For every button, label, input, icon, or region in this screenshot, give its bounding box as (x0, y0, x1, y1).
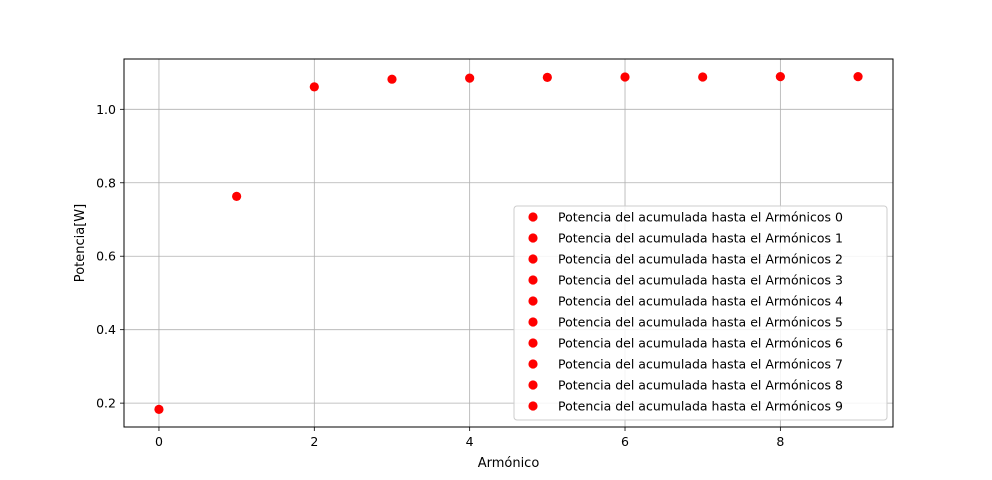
x-tick-label: 4 (466, 434, 474, 449)
y-tick-label: 0.6 (96, 249, 116, 264)
data-point (387, 74, 397, 84)
legend-marker (528, 359, 538, 369)
legend-marker (528, 296, 538, 306)
axis-ticks: 0 2 4 6 8 0.2 0.4 0.6 0.8 1.0 (96, 102, 784, 449)
legend: Potencia del acumulada hasta el Armónico… (513, 205, 888, 421)
data-point (542, 72, 552, 82)
x-tick-label: 2 (310, 434, 318, 449)
legend-marker (528, 338, 538, 348)
legend-marker (528, 254, 538, 264)
y-tick-label: 0.4 (96, 322, 116, 337)
x-tick-label: 0 (155, 434, 163, 449)
legend-label: Potencia del acumulada hasta el Armónico… (558, 231, 843, 246)
data-points (154, 72, 863, 414)
legend-marker (528, 401, 538, 411)
y-axis-label: Potencia[W] (73, 204, 88, 282)
data-point (853, 72, 863, 82)
legend-label: Potencia del acumulada hasta el Armónico… (558, 357, 843, 372)
legend-label: Potencia del acumulada hasta el Armónico… (558, 252, 843, 267)
data-point (465, 73, 475, 83)
legend-marker (528, 233, 538, 243)
legend-label: Potencia del acumulada hasta el Armónico… (558, 273, 843, 288)
legend-label: Potencia del acumulada hasta el Armónico… (558, 294, 843, 309)
legend-label: Potencia del acumulada hasta el Armónico… (558, 315, 843, 330)
legend-label: Potencia del acumulada hasta el Armónico… (558, 378, 843, 393)
y-tick-label: 0.2 (96, 396, 116, 411)
x-axis-label: Armónico (478, 456, 540, 471)
data-point (232, 191, 242, 201)
x-tick-label: 8 (776, 434, 784, 449)
legend-marker (528, 212, 538, 222)
data-point (154, 404, 164, 414)
legend-label: Potencia del acumulada hasta el Armónico… (558, 210, 843, 225)
data-point (309, 82, 319, 92)
legend-marker (528, 317, 538, 327)
legend-marker (528, 275, 538, 285)
legend-label: Potencia del acumulada hasta el Armónico… (558, 399, 843, 414)
legend-label: Potencia del acumulada hasta el Armónico… (558, 336, 843, 351)
plot-frame (123, 58, 894, 428)
data-point (698, 72, 708, 82)
x-tick-label: 6 (621, 434, 629, 449)
legend-frame (513, 205, 888, 421)
legend-marker (528, 380, 538, 390)
data-point (620, 72, 630, 82)
data-point (775, 72, 785, 82)
y-tick-label: 1.0 (96, 102, 116, 117)
y-tick-label: 0.8 (96, 175, 116, 190)
